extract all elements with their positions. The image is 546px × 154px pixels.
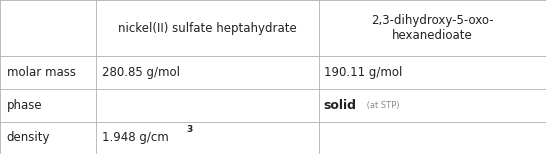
Text: nickel(II) sulfate heptahydrate: nickel(II) sulfate heptahydrate [118,22,297,35]
Text: density: density [7,131,50,144]
Text: 3: 3 [187,125,193,134]
Text: 280.85 g/mol: 280.85 g/mol [102,66,180,79]
Text: 1.948 g/cm: 1.948 g/cm [102,131,169,144]
Text: solid: solid [324,99,357,112]
Text: (at STP): (at STP) [364,101,399,110]
Text: phase: phase [7,99,42,112]
Text: 190.11 g/mol: 190.11 g/mol [324,66,402,79]
Text: molar mass: molar mass [7,66,75,79]
Text: 2,3-dihydroxy-5-oxo-
hexanedioate: 2,3-dihydroxy-5-oxo- hexanedioate [371,14,494,42]
